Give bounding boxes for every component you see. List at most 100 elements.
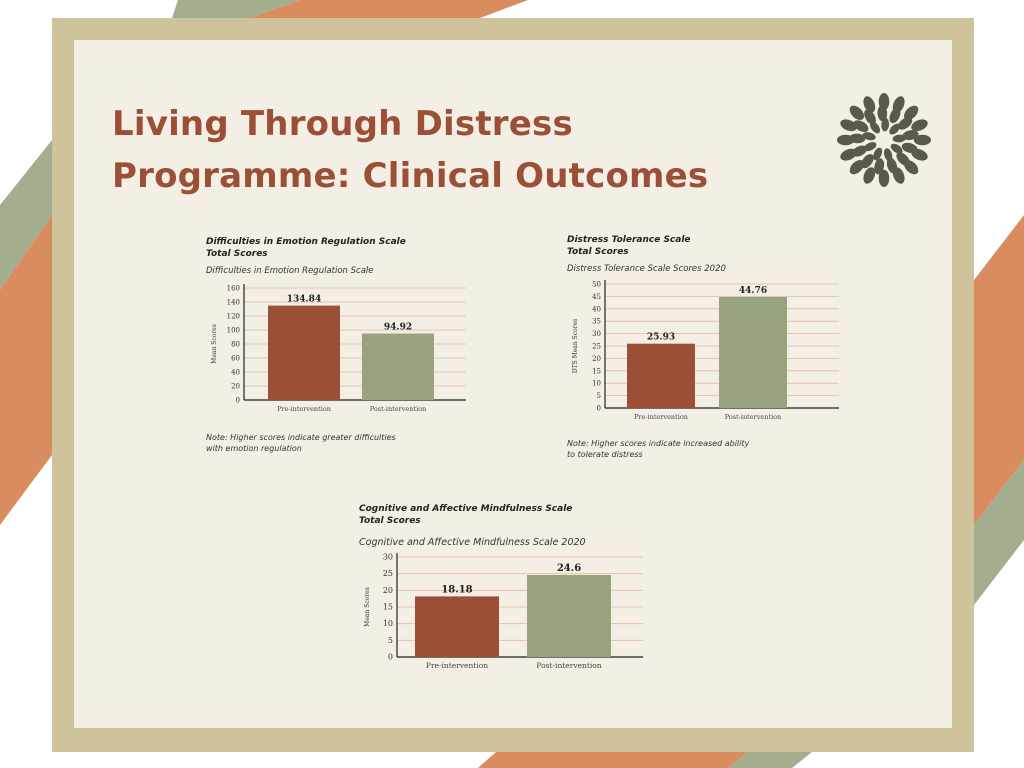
bar-pre — [415, 596, 499, 657]
leaf — [911, 119, 928, 132]
y-tick-label: 35 — [592, 318, 601, 326]
chart-subtitle: Difficulties in Emotion Regulation Scale — [206, 266, 374, 276]
y-tick-label: 20 — [231, 383, 240, 391]
y-tick-label: 20 — [383, 586, 393, 595]
leaf — [877, 105, 888, 122]
leaf — [840, 119, 857, 132]
chart-note-line-2: with emotion regulation — [206, 444, 302, 453]
y-tick-label: 30 — [383, 553, 393, 562]
x-tick-label: Post-intervention — [370, 405, 427, 413]
stripe-orange-right — [974, 215, 1024, 525]
x-tick-label: Pre-intervention — [426, 661, 488, 670]
data-label: 18.18 — [441, 584, 472, 595]
leaf — [890, 143, 903, 154]
data-label: 25.93 — [647, 333, 675, 343]
chart-title-line-1: Distress Tolerance Scale — [567, 235, 691, 245]
bar-post — [362, 333, 434, 400]
y-axis-label: Mean Scores — [211, 324, 218, 364]
x-tick-label: Post-intervention — [725, 413, 782, 421]
bar-chart-mindfulness: 0 5 10 15 20 25 30 Mean Scores 18.18 Pre-interven… — [364, 553, 643, 670]
stripe-orange-top — [250, 0, 528, 18]
bar-post — [527, 575, 611, 657]
leaf — [873, 147, 883, 161]
leaf — [896, 152, 910, 166]
stripe-green-top — [172, 0, 300, 18]
y-tick-label: 45 — [592, 293, 601, 301]
chart-note-line-1: Note: Higher scores indicate increased a… — [567, 439, 750, 448]
bar-pre — [268, 305, 340, 400]
leaf — [889, 123, 901, 135]
leaf — [884, 148, 893, 162]
leaf — [898, 117, 913, 130]
bar-post — [719, 296, 787, 408]
y-tick-label: 25 — [592, 343, 601, 351]
chart-note: Note: Higher scores indicate increased a… — [567, 438, 827, 460]
stripe-orange-bottom — [478, 752, 748, 768]
y-tick-label: 0 — [597, 405, 601, 413]
y-tick-label: 60 — [231, 355, 240, 363]
x-tick-label: Pre-intervention — [634, 413, 688, 421]
bar-chart-distress-tolerance: 0 5 10 15 20 25 30 35 40 45 50 DTS Mean Scores 25.93… — [572, 280, 839, 421]
y-axis-label: Mean Scores — [364, 587, 371, 627]
y-tick-label: 100 — [227, 327, 240, 335]
leaf — [864, 109, 876, 125]
bar-chart-emotion-regulation: 0 20 40 60 80 100 120 140 160 Mean Scores 134.84 Pr… — [211, 284, 466, 413]
bar-pre — [627, 343, 695, 408]
leaf-wreath-icon — [836, 92, 932, 188]
leaf — [870, 121, 881, 134]
page-title-line-2: Programme: Clinical Outcomes — [112, 156, 709, 196]
chart-title: Distress Tolerance Scale Total Scores — [567, 234, 691, 258]
stripe-green-bottom — [728, 752, 812, 768]
data-label: 134.84 — [287, 295, 321, 305]
page-title-line-1: Living Through Distress — [112, 104, 573, 144]
chart-title-line-2: Total Scores — [567, 247, 629, 257]
y-tick-label: 15 — [592, 367, 601, 375]
y-tick-label: 0 — [236, 397, 240, 405]
chart-subtitle: Distress Tolerance Scale Scores 2020 — [567, 264, 726, 274]
chart-note-line-2: to tolerate distress — [567, 450, 643, 459]
chart-title-line-2: Total Scores — [359, 516, 421, 526]
stripe-orange-left — [0, 215, 52, 525]
chart-title-line-1: Difficulties in Emotion Regulation Scale — [206, 237, 406, 247]
leaf — [849, 133, 866, 144]
chart-panel-distress-tolerance: Distress Tolerance Scale Total Scores Di… — [567, 234, 839, 484]
data-label: 44.76 — [739, 286, 767, 296]
chart-title: Cognitive and Affective Mindfulness Scal… — [359, 503, 572, 527]
y-tick-label: 5 — [388, 636, 393, 645]
leaf — [851, 145, 868, 157]
y-tick-label: 0 — [388, 653, 393, 662]
chart-panel-emotion-regulation: Difficulties in Emotion Regulation Scale… — [206, 236, 466, 486]
leaf — [853, 120, 869, 133]
leaf — [881, 117, 890, 132]
leaf — [892, 134, 906, 143]
y-tick-label: 120 — [227, 313, 240, 321]
chart-note: Note: Higher scores indicate greater dif… — [206, 432, 466, 454]
chart-subtitle: Cognitive and Affective Mindfulness Scal… — [359, 537, 586, 548]
leaf — [902, 130, 919, 141]
leaf — [861, 154, 874, 169]
y-axis-label: DTS Mean Scores — [572, 319, 579, 373]
chart-title-line-1: Cognitive and Affective Mindfulness Scal… — [359, 504, 573, 514]
y-tick-label: 160 — [227, 285, 240, 293]
y-tick-label: 40 — [592, 305, 601, 313]
y-tick-label: 140 — [227, 299, 240, 307]
data-label: 94.92 — [384, 323, 412, 333]
leaf — [901, 142, 918, 154]
y-tick-label: 5 — [597, 392, 601, 400]
y-tick-label: 20 — [592, 355, 601, 363]
chart-note-line-1: Note: Higher scores indicate greater dif… — [206, 433, 396, 442]
y-tick-label: 30 — [592, 330, 601, 338]
leaf — [862, 132, 876, 141]
chart-panel-mindfulness: Cognitive and Affective Mindfulness Scal… — [359, 503, 659, 703]
leaf — [874, 158, 885, 175]
page-title: Living Through Distress Programme: Clini… — [112, 98, 812, 202]
stripe-green-left — [0, 140, 52, 290]
y-tick-label: 80 — [231, 341, 240, 349]
x-tick-label: Post-intervention — [536, 661, 601, 670]
poster-card: Living Through Distress Programme: Clini… — [74, 40, 952, 728]
y-tick-label: 10 — [383, 619, 393, 628]
leaf — [913, 134, 932, 146]
leaf — [863, 96, 876, 113]
leaf — [863, 167, 876, 184]
x-tick-label: Pre-intervention — [277, 405, 331, 413]
